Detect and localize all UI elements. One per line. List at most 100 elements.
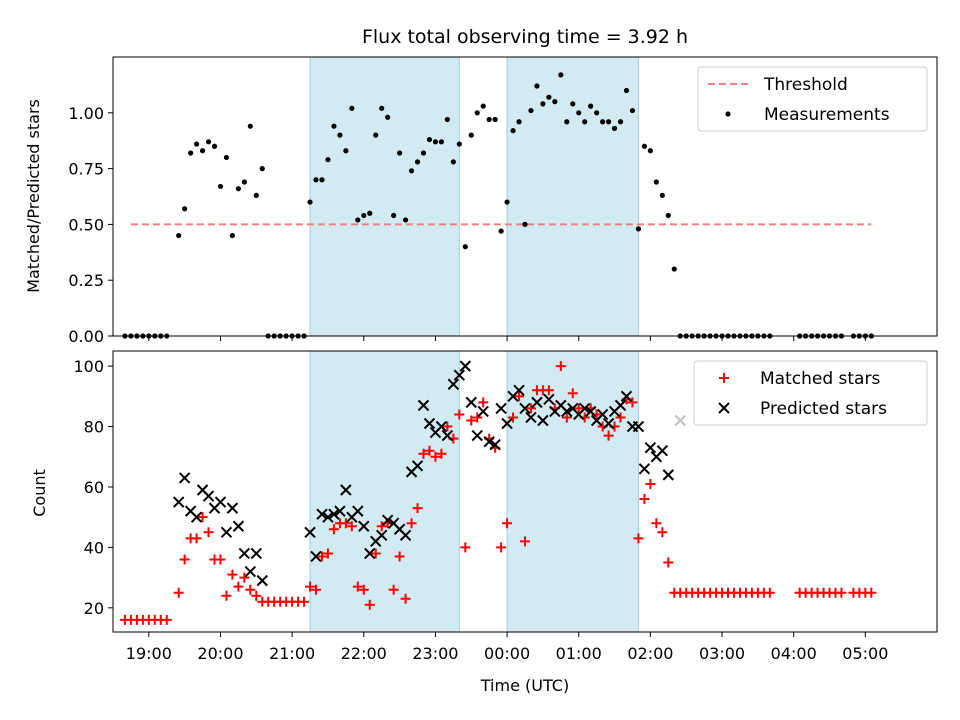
data-point xyxy=(328,508,340,520)
data-point xyxy=(241,179,247,185)
data-point xyxy=(251,590,262,601)
data-point xyxy=(311,584,322,595)
data-point xyxy=(483,435,495,448)
data-point xyxy=(340,518,351,529)
data-point xyxy=(489,438,501,451)
data-point xyxy=(444,116,450,123)
data-point xyxy=(310,550,322,563)
data-point xyxy=(188,150,194,156)
shaded-interval-0 xyxy=(309,56,460,337)
x-tick-label: 03:00 xyxy=(699,644,745,663)
data-point xyxy=(519,402,531,415)
x-tick-label: 05:00 xyxy=(842,644,888,663)
data-point xyxy=(453,369,466,381)
data-point xyxy=(671,266,677,272)
data-point xyxy=(316,551,327,562)
data-point xyxy=(408,168,415,174)
data-point xyxy=(221,590,232,601)
data-point xyxy=(573,403,584,414)
data-point xyxy=(657,527,668,538)
data-point xyxy=(367,210,373,216)
data-point xyxy=(627,397,638,408)
data-point xyxy=(232,520,245,532)
y-tick-label: 0.00 xyxy=(68,327,104,346)
data-point xyxy=(635,226,642,232)
data-point xyxy=(247,123,253,129)
data-point xyxy=(305,581,316,592)
data-point xyxy=(399,529,412,542)
data-point xyxy=(412,503,423,514)
data-point xyxy=(480,103,486,109)
data-point xyxy=(182,206,188,212)
data-point xyxy=(447,378,460,390)
data-point xyxy=(226,502,239,514)
data-point xyxy=(465,396,477,409)
data-point xyxy=(516,119,522,125)
data-point xyxy=(381,514,394,526)
data-point xyxy=(450,159,456,165)
legend-swatch xyxy=(725,111,731,117)
legend-label: Threshold xyxy=(763,75,848,95)
data-point xyxy=(394,551,405,562)
data-point xyxy=(558,72,564,78)
top-panel-y-axis-label: Matched/Predicted stars xyxy=(24,99,43,293)
data-point xyxy=(358,584,369,595)
data-point xyxy=(478,397,489,408)
data-point xyxy=(334,505,346,517)
data-point xyxy=(370,548,381,559)
data-point xyxy=(543,385,554,396)
data-point xyxy=(322,511,334,523)
x-tick-label: 20:00 xyxy=(197,644,243,663)
data-point xyxy=(361,212,367,219)
data-point xyxy=(375,529,388,542)
data-point xyxy=(337,132,343,138)
data-point xyxy=(432,139,439,145)
data-point xyxy=(316,508,328,520)
data-point xyxy=(495,402,507,415)
data-point xyxy=(205,139,212,145)
y-tick-label: 20 xyxy=(84,599,104,618)
data-point xyxy=(417,399,430,412)
data-point xyxy=(214,496,227,508)
data-point xyxy=(423,417,436,430)
data-point xyxy=(223,154,230,161)
data-point xyxy=(525,403,536,414)
data-point xyxy=(424,445,435,456)
legend-swatch xyxy=(719,373,729,383)
data-point xyxy=(438,139,445,145)
shaded-interval-0 xyxy=(309,350,460,633)
data-point xyxy=(250,547,263,560)
data-point xyxy=(173,587,184,598)
top-panel-ratio-chart: Matched/Predicted stars 0.00 0.25 0.50 0.75… xyxy=(24,56,938,346)
data-point xyxy=(647,148,653,154)
data-point xyxy=(614,399,627,412)
chart-title: Flux total observing time = 3.92 h xyxy=(362,26,688,48)
data-point xyxy=(520,536,530,547)
y-tick-label: 1.00 xyxy=(68,104,104,123)
data-point xyxy=(472,412,483,423)
data-point xyxy=(633,533,644,544)
data-point xyxy=(346,521,357,532)
data-point xyxy=(513,384,525,396)
data-point xyxy=(414,159,421,165)
data-point xyxy=(460,542,471,553)
data-point xyxy=(638,463,651,475)
data-point xyxy=(525,411,537,424)
data-point xyxy=(474,110,480,116)
data-point xyxy=(435,420,448,433)
y-tick-label: 40 xyxy=(84,538,104,557)
series-predicted-stars xyxy=(172,360,675,587)
data-point xyxy=(420,150,427,156)
data-point xyxy=(179,554,190,565)
y-tick-label: 0.50 xyxy=(68,215,104,234)
x-tick-label: 21:00 xyxy=(269,644,315,663)
data-point xyxy=(504,199,510,205)
data-point xyxy=(325,157,331,163)
data-point xyxy=(546,94,552,100)
data-point xyxy=(615,412,626,423)
data-point xyxy=(653,179,659,185)
data-point xyxy=(584,405,597,418)
data-point xyxy=(468,132,474,138)
data-point xyxy=(477,405,489,418)
data-point xyxy=(211,143,218,149)
